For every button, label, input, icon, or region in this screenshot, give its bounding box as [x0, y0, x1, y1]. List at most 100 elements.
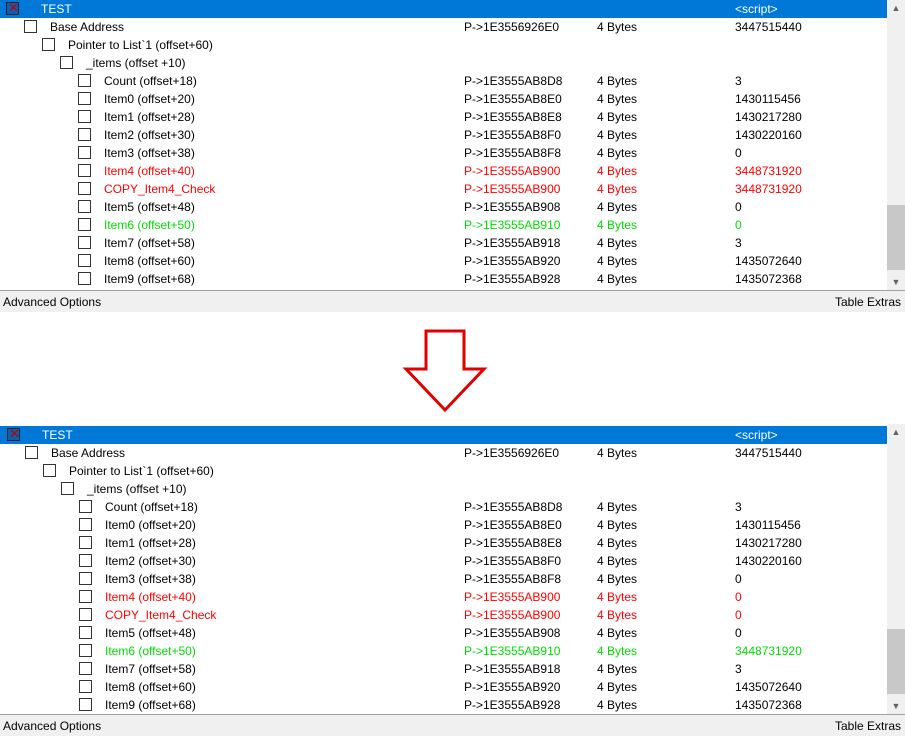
advanced-options-button[interactable]: Advanced Options — [3, 719, 102, 733]
row-address[interactable]: P->1E3555AB928 — [464, 698, 561, 712]
table-extras-button[interactable]: Table Extras — [834, 719, 901, 733]
table-row[interactable]: _items (offset +10) — [0, 54, 887, 72]
table-row[interactable]: Item3 (offset+38) P->1E3555AB8F8 4 Bytes 0 — [0, 144, 887, 162]
scroll-up-arrow-icon[interactable]: ▲ — [891, 427, 901, 437]
row-type[interactable]: 4 Bytes — [597, 536, 638, 550]
row-address[interactable]: P->1E3555AB910 — [464, 644, 561, 658]
row-address[interactable]: P->1E3555AB920 — [464, 680, 561, 694]
table-row[interactable]: Item7 (offset+58) P->1E3555AB918 4 Bytes 3 — [0, 660, 887, 678]
table-row[interactable]: Item3 (offset+38) P->1E3555AB8F8 4 Bytes 0 — [0, 570, 887, 588]
active-checkbox[interactable] — [79, 518, 92, 531]
active-checkbox[interactable] — [78, 110, 91, 123]
row-value[interactable]: 0 — [735, 608, 742, 622]
row-type[interactable]: 4 Bytes — [597, 644, 638, 658]
row-value[interactable]: 1430115456 — [735, 92, 801, 106]
row-value[interactable]: 1435072368 — [735, 698, 802, 712]
row-type[interactable]: 4 Bytes — [597, 74, 638, 88]
table-row[interactable]: Item0 (offset+20) P->1E3555AB8E0 4 Bytes 14… — [0, 516, 887, 534]
row-type[interactable]: 4 Bytes — [597, 590, 638, 604]
row-address[interactable]: P->1E3555AB8D8 — [464, 500, 563, 514]
row-value[interactable]: 0 — [735, 218, 742, 232]
active-checkbox[interactable] — [79, 644, 92, 657]
row-value[interactable]: 1430217280 — [735, 536, 802, 550]
row-type[interactable]: 4 Bytes — [597, 218, 638, 232]
table-row[interactable]: Item2 (offset+30) P->1E3555AB8F0 4 Bytes 14… — [0, 126, 887, 144]
row-value[interactable]: 1430115456 — [735, 518, 801, 532]
table-row[interactable]: Item1 (offset+28) P->1E3555AB8E8 4 Bytes 14… — [0, 108, 887, 126]
row-type[interactable]: 4 Bytes — [597, 698, 638, 712]
row-value[interactable]: 3 — [735, 74, 742, 88]
row-value[interactable]: 0 — [735, 626, 742, 640]
row-value[interactable]: <script> — [735, 2, 778, 16]
row-value[interactable]: 3 — [735, 662, 742, 676]
active-checkbox[interactable] — [79, 554, 92, 567]
row-value[interactable]: 1435072640 — [735, 254, 802, 268]
active-checkbox[interactable]: ✕ — [7, 426, 20, 441]
row-type[interactable]: 4 Bytes — [597, 92, 638, 106]
row-value[interactable]: 3447515440 — [735, 20, 802, 34]
row-address[interactable]: P->1E3555AB918 — [464, 236, 561, 250]
table-row[interactable]: Item1 (offset+28) P->1E3555AB8E8 4 Bytes 14… — [0, 534, 887, 552]
active-checkbox[interactable] — [79, 698, 92, 711]
address-list[interactable]: ✕ TEST <script> Base Address P->1E3556926… — [0, 0, 887, 290]
row-value[interactable]: 0 — [735, 572, 742, 586]
row-type[interactable]: 4 Bytes — [597, 110, 638, 124]
row-value[interactable]: 3 — [735, 236, 742, 250]
active-checkbox[interactable] — [79, 536, 92, 549]
active-checkbox[interactable]: ✕ — [6, 0, 19, 15]
table-row[interactable]: Item6 (offset+50) P->1E3555AB910 4 Bytes 34… — [0, 642, 887, 660]
scroll-up-arrow-icon[interactable]: ▲ — [891, 3, 901, 13]
active-checkbox[interactable] — [78, 74, 91, 87]
table-row[interactable]: Pointer to List`1 (offset+60) — [0, 462, 887, 480]
table-row[interactable]: Item8 (offset+60) P->1E3555AB920 4 Bytes 14… — [0, 252, 887, 270]
table-row[interactable]: Base Address P->1E3556926E0 4 Bytes 3447515… — [0, 18, 887, 36]
table-row[interactable]: Item0 (offset+20) P->1E3555AB8E0 4 Bytes 14… — [0, 90, 887, 108]
scroll-down-arrow-icon[interactable]: ▼ — [891, 701, 901, 711]
table-row[interactable]: Item9 (offset+68) P->1E3555AB928 4 Bytes 14… — [0, 270, 887, 288]
scroll-down-arrow-icon[interactable]: ▼ — [891, 277, 901, 287]
active-checkbox[interactable] — [78, 164, 91, 177]
row-address[interactable]: P->1E3555AB8E8 — [464, 110, 562, 124]
row-type[interactable]: 4 Bytes — [597, 662, 638, 676]
advanced-options-button[interactable]: Advanced Options — [3, 295, 102, 309]
table-row[interactable]: Item2 (offset+30) P->1E3555AB8F0 4 Bytes 14… — [0, 552, 887, 570]
row-address[interactable]: P->1E3555AB900 — [464, 182, 561, 196]
row-address[interactable]: P->1E3555AB918 — [464, 662, 561, 676]
active-checkbox[interactable] — [78, 236, 91, 249]
row-address[interactable]: P->1E3555AB908 — [464, 626, 561, 640]
active-checkbox[interactable] — [78, 218, 91, 231]
row-value[interactable]: 0 — [735, 590, 742, 604]
table-row[interactable]: Item6 (offset+50) P->1E3555AB910 4 Bytes 0 — [0, 216, 887, 234]
row-address[interactable]: P->1E3555AB8E0 — [464, 518, 562, 532]
row-type[interactable]: 4 Bytes — [597, 254, 638, 268]
row-address[interactable]: P->1E3555AB920 — [464, 254, 561, 268]
row-value[interactable]: <script> — [735, 428, 778, 442]
table-row[interactable]: Item8 (offset+60) P->1E3555AB920 4 Bytes 14… — [0, 678, 887, 696]
table-row[interactable]: _items (offset +10) — [0, 480, 887, 498]
active-checkbox[interactable] — [79, 500, 92, 513]
active-checkbox[interactable] — [61, 482, 74, 495]
row-type[interactable]: 4 Bytes — [597, 128, 638, 142]
row-value[interactable]: 3 — [735, 500, 742, 514]
active-checkbox[interactable] — [24, 20, 37, 33]
table-row[interactable]: Item4 (offset+40) P->1E3555AB900 4 Bytes 0 — [0, 588, 887, 606]
row-type[interactable]: 4 Bytes — [597, 182, 638, 196]
table-row[interactable]: Item9 (offset+68) P->1E3555AB928 4 Bytes 14… — [0, 696, 887, 714]
table-row[interactable]: COPY_Item4_Check P->1E3555AB900 4 Bytes 0 — [0, 606, 887, 624]
row-type[interactable]: 4 Bytes — [597, 626, 638, 640]
active-checkbox[interactable] — [42, 38, 55, 51]
scroll-thumb[interactable] — [887, 205, 905, 270]
row-type[interactable]: 4 Bytes — [597, 572, 638, 586]
row-value[interactable]: 1435072368 — [735, 272, 802, 286]
row-address[interactable]: P->1E3555AB910 — [464, 218, 561, 232]
active-checkbox[interactable] — [43, 464, 56, 477]
row-address[interactable]: P->1E3555AB8F8 — [464, 146, 562, 160]
table-row[interactable]: Item7 (offset+58) P->1E3555AB918 4 Bytes 3 — [0, 234, 887, 252]
row-value[interactable]: 1430217280 — [735, 110, 802, 124]
row-address[interactable]: P->1E3555AB8F0 — [464, 554, 562, 568]
active-checkbox[interactable] — [79, 662, 92, 675]
vertical-scrollbar[interactable]: ▲ ▼ — [887, 424, 905, 714]
row-type[interactable]: 4 Bytes — [597, 680, 638, 694]
table-row[interactable]: Base Address P->1E3556926E0 4 Bytes 3447515… — [0, 444, 887, 462]
active-checkbox[interactable] — [79, 608, 92, 621]
